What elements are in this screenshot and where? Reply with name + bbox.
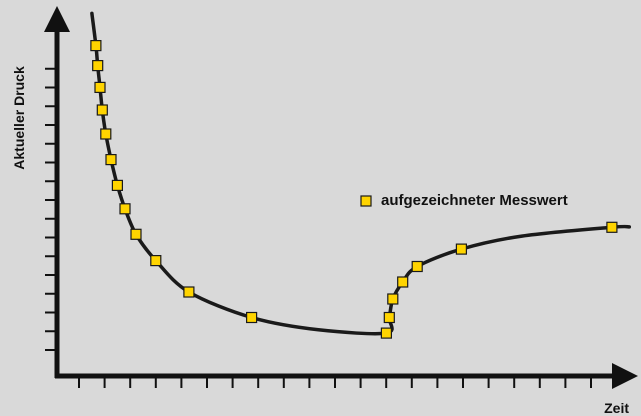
data-point	[387, 293, 399, 305]
y-axis-arrow-icon	[44, 6, 70, 32]
data-point	[100, 128, 112, 140]
x-axis-ticks	[78, 376, 592, 388]
y-axis-ticks	[45, 67, 57, 351]
y-axis-label: Aktueller Druck	[11, 66, 27, 170]
data-point	[94, 81, 106, 94]
data-point	[105, 154, 117, 166]
data-point	[606, 221, 618, 233]
legend-label: aufgezeichneter Messwert	[381, 192, 568, 209]
data-point	[411, 260, 423, 273]
series-line	[90, 11, 632, 336]
data-point	[455, 243, 467, 255]
data-point	[130, 228, 142, 240]
data-point	[246, 311, 258, 324]
data-point	[96, 104, 108, 116]
data-point	[111, 179, 124, 191]
x-axis-label: Zeit	[604, 400, 629, 416]
series-markers	[90, 39, 618, 339]
x-axis-arrow-icon	[612, 363, 638, 389]
data-point	[119, 203, 131, 215]
data-point	[183, 286, 195, 298]
legend-marker-icon	[360, 195, 372, 207]
data-point	[383, 311, 395, 324]
data-point	[92, 59, 104, 72]
legend: aufgezeichneter Messwert	[360, 192, 568, 209]
data-point	[150, 255, 162, 267]
data-point	[380, 327, 392, 339]
data-point	[397, 276, 409, 288]
data-point	[90, 39, 102, 52]
